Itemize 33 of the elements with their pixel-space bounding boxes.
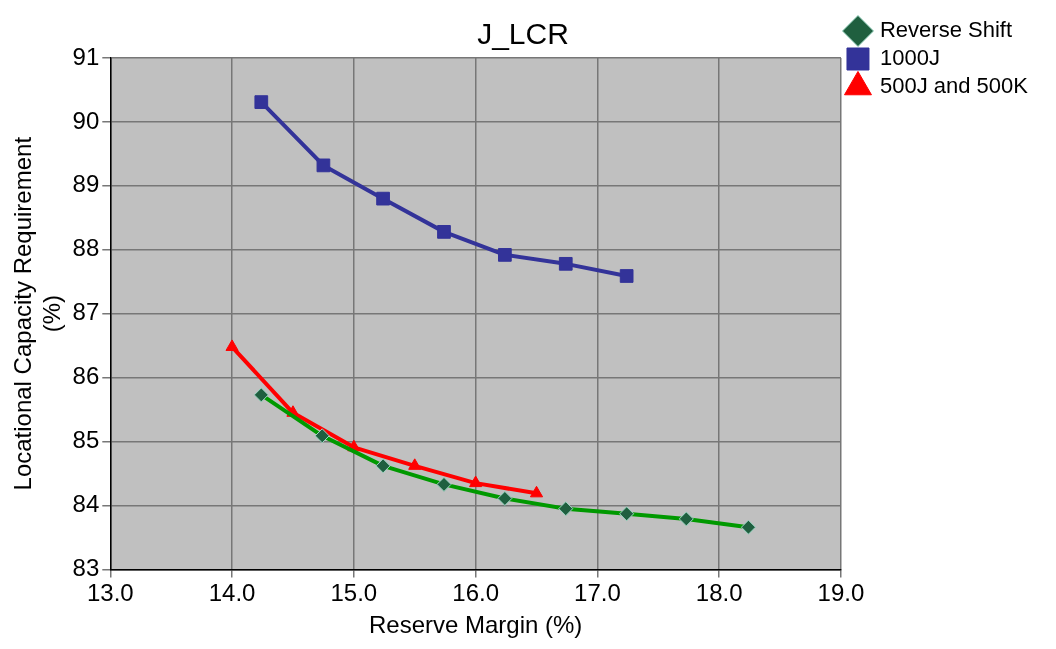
- point: [498, 248, 512, 262]
- y-tick-label: 88: [72, 234, 100, 262]
- legend-label: 1000J: [879, 45, 940, 71]
- y-tick-label: 90: [72, 106, 100, 134]
- y-axis-title: Locational Capacity Requirement (%): [9, 136, 65, 491]
- point: [558, 256, 573, 271]
- point: [254, 95, 269, 109]
- x-tick-label: 16.0: [452, 579, 499, 607]
- x-tick-label: 18.0: [695, 579, 743, 607]
- legend-label: Reverse Shift: [879, 17, 1013, 43]
- y-tick-label: 87: [72, 298, 100, 326]
- x-tick-label: 17.0: [574, 579, 621, 607]
- y-tick-label: 91: [72, 42, 100, 70]
- point: [437, 225, 451, 239]
- point: [225, 339, 239, 351]
- y-tick-label: 84: [72, 490, 100, 518]
- chart-title: J_LCR: [477, 17, 569, 51]
- point: [376, 191, 390, 206]
- point: [316, 158, 331, 173]
- x-tick-label: 14.0: [208, 579, 256, 607]
- y-tick-label: 85: [72, 426, 100, 454]
- legend-label: 500J and 500K: [879, 73, 1029, 99]
- point: [469, 475, 483, 488]
- y-tick-label: 86: [72, 362, 100, 390]
- x-tick-label: 15.0: [330, 579, 378, 607]
- x-tick-label: 13.0: [86, 579, 134, 607]
- point: [619, 269, 634, 283]
- point: [529, 485, 544, 498]
- point: [408, 458, 422, 470]
- y-tick-label: 89: [72, 170, 100, 198]
- x-axis-title: Reserve Margin (%): [368, 611, 583, 639]
- y-tick-label: 83: [72, 554, 100, 582]
- x-tick-label: 19.0: [817, 579, 865, 607]
